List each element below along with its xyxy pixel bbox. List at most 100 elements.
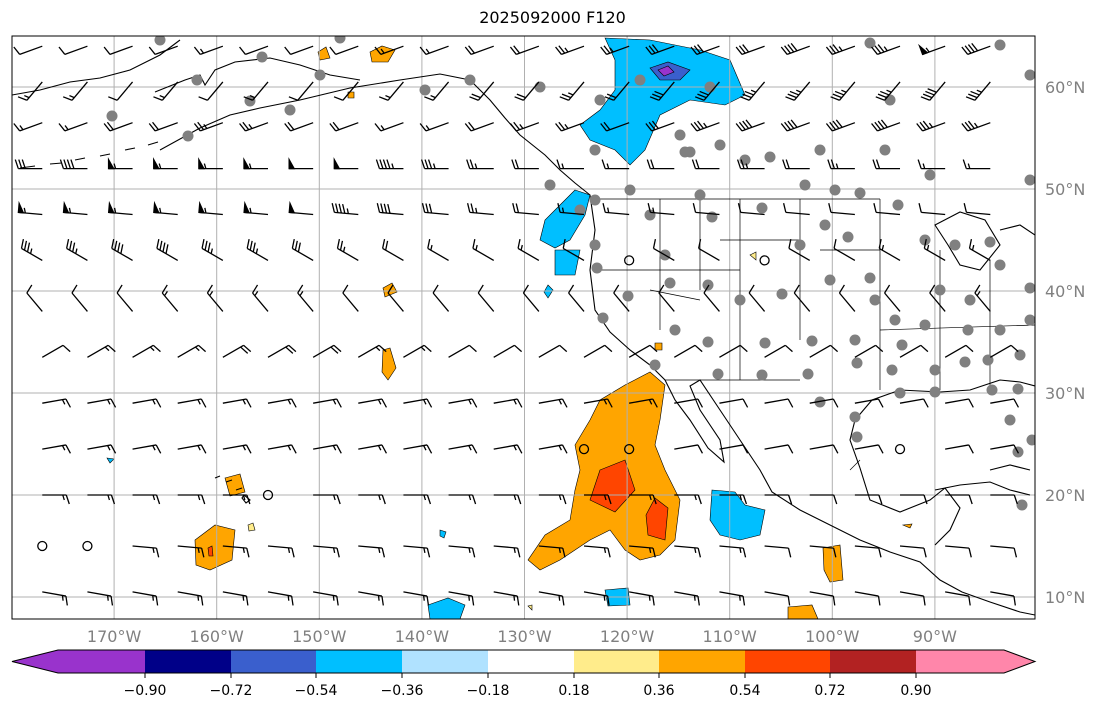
wind-barb — [312, 344, 342, 358]
wind-barb — [87, 494, 116, 505]
barb-feather — [558, 121, 566, 131]
station-dot — [851, 431, 863, 443]
station-dot — [879, 144, 891, 156]
wind-barb — [809, 591, 836, 606]
barb-feather — [699, 90, 709, 96]
wind-barb — [464, 121, 494, 132]
station-dot — [1024, 69, 1035, 81]
station-dot — [464, 74, 476, 86]
colorbar-segment — [745, 650, 830, 673]
barb-feather — [793, 284, 800, 294]
barb-feather — [694, 344, 703, 353]
wind-barb — [854, 398, 884, 408]
station-dot — [589, 194, 601, 206]
barb-feather — [162, 242, 166, 253]
station-dot — [864, 37, 876, 49]
barb-feather — [338, 203, 342, 214]
barb-feather — [333, 96, 344, 101]
barb-half-feather — [61, 399, 66, 405]
wind-barb — [403, 344, 432, 358]
station-dot — [1016, 499, 1028, 511]
wind-barb — [403, 545, 431, 558]
wind-barb — [538, 591, 565, 606]
barb-half-feather — [159, 94, 165, 99]
barb-feather — [514, 344, 523, 353]
barb-feather — [834, 90, 845, 96]
barb-feather — [829, 45, 837, 54]
barb-half-feather — [61, 445, 66, 451]
barb-half-feather — [242, 445, 246, 451]
barb-feather — [1013, 444, 1020, 454]
wind-barb — [628, 344, 658, 358]
barb-half-feather — [423, 445, 427, 451]
station-dot — [191, 74, 203, 86]
barb-feather — [246, 547, 250, 558]
barb-feather — [468, 121, 475, 131]
barb-half-feather — [287, 445, 292, 451]
barb-half-feather — [603, 399, 608, 405]
barb-flag — [153, 157, 160, 170]
barb-half-feather — [606, 163, 610, 169]
barb-feather — [965, 344, 974, 353]
barb-feather — [875, 159, 881, 169]
wind-barb — [838, 284, 856, 312]
barb-feather — [245, 444, 252, 454]
station-dot — [674, 129, 686, 141]
barb-feather — [830, 344, 839, 353]
barb-feather — [470, 203, 474, 213]
station-dot — [649, 359, 661, 371]
barb-feather — [735, 123, 743, 132]
barb-feather — [647, 203, 652, 213]
barb-half-feather — [558, 445, 562, 451]
barb-half-feather — [468, 547, 471, 554]
barb-feather — [516, 93, 526, 99]
barb-half-feather — [163, 290, 168, 297]
barb-feather — [477, 284, 484, 294]
barb-half-feather — [152, 494, 156, 501]
wind-barb — [827, 159, 855, 170]
barb-feather — [829, 121, 837, 131]
wind-barb — [329, 45, 359, 56]
barb-feather — [923, 238, 927, 249]
wind-barb — [331, 203, 359, 216]
wind-barb — [198, 157, 223, 170]
barb-feather — [748, 284, 755, 294]
barb-feather — [201, 238, 205, 249]
wind-barb — [493, 591, 520, 606]
wind-barb — [103, 45, 133, 56]
barb-feather — [603, 121, 611, 131]
barb-feather — [427, 238, 431, 249]
wind-barb — [448, 398, 478, 408]
barb-feather — [288, 96, 298, 101]
calm-wind-circle — [624, 443, 635, 455]
coastlines — [12, 39, 1035, 616]
barb-feather — [381, 444, 388, 454]
barb-feather — [336, 398, 342, 408]
barb-half-feather — [739, 547, 742, 554]
barb-feather — [152, 121, 159, 131]
lakes-outline — [934, 211, 1035, 271]
barb-half-feather — [249, 207, 252, 214]
wind-barb — [900, 494, 928, 505]
wind-barb — [336, 238, 359, 261]
station-dot — [929, 386, 941, 398]
station-dot — [964, 294, 976, 306]
wind-barb — [764, 545, 792, 558]
wind-barb — [107, 200, 133, 216]
lat-tick-label: 10°N — [1045, 588, 1085, 607]
barb-feather — [742, 398, 749, 408]
wind-barb — [740, 81, 766, 101]
calm-wind-circle — [262, 489, 274, 501]
barb-feather — [511, 159, 516, 169]
wind-barb — [62, 200, 88, 216]
wind-barb — [780, 119, 810, 132]
barb-feather — [833, 547, 837, 558]
positive-anomaly-area-small — [194, 45, 913, 619]
wind-barb — [719, 398, 749, 408]
wind-barb — [673, 344, 703, 358]
barb-half-feather — [430, 94, 436, 99]
barb-feather — [967, 120, 975, 129]
wind-barb — [584, 494, 612, 505]
barb-feather — [785, 159, 790, 169]
barb-feather — [695, 159, 700, 169]
